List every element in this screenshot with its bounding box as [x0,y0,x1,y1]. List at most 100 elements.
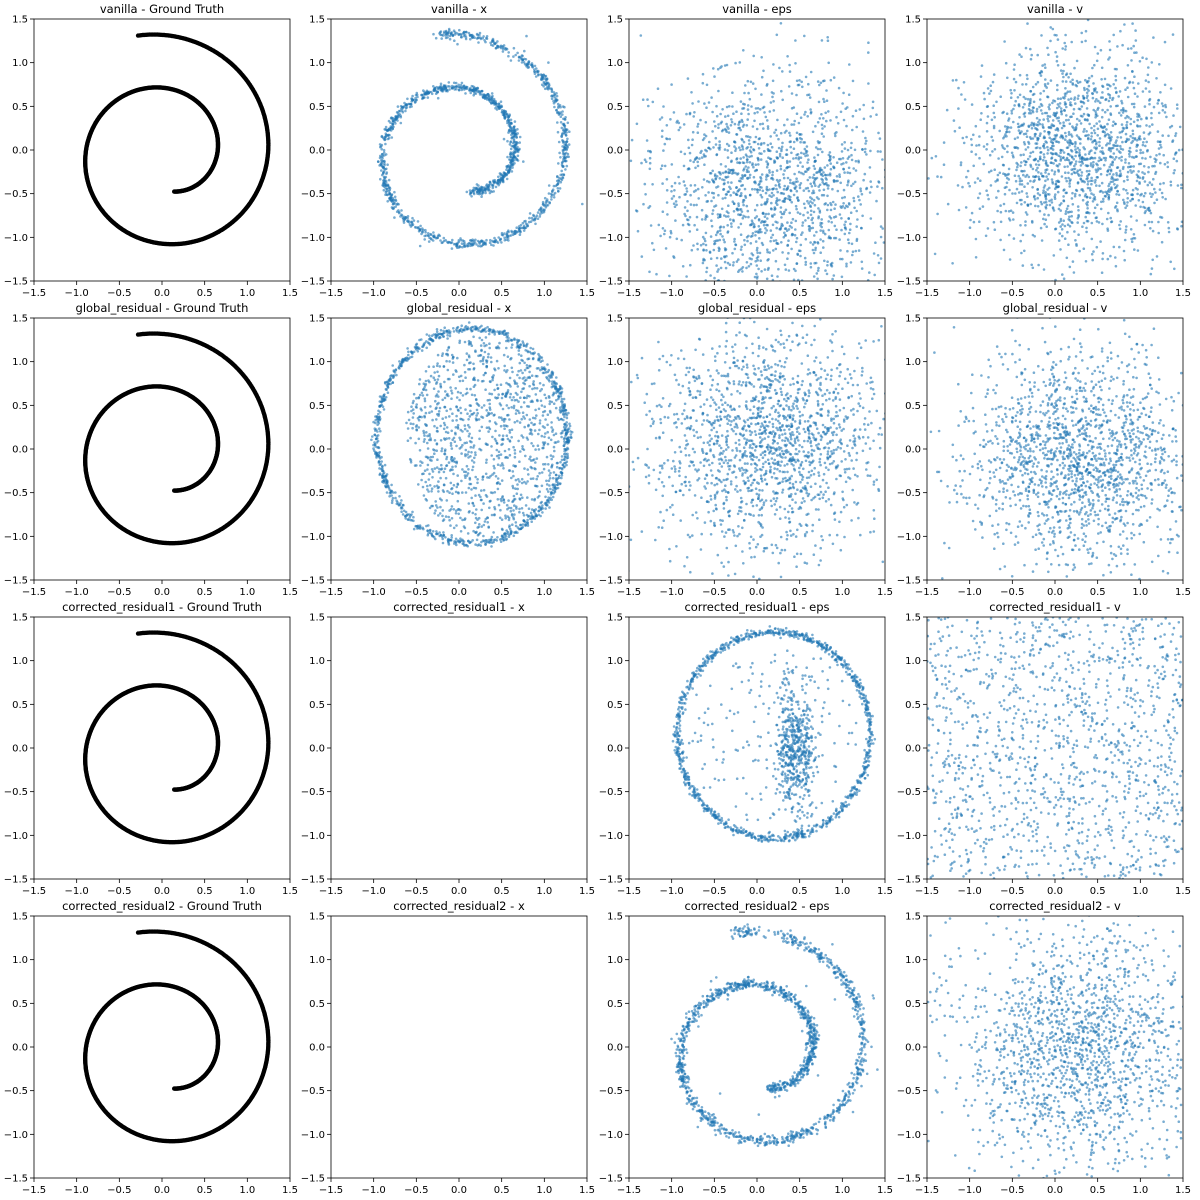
scatter-point [1090,176,1093,180]
x-tick-label: −1.0 [65,288,89,299]
scatter-point [842,188,846,192]
scatter-point [704,134,708,138]
scatter-point [509,163,513,167]
scatter-point [704,231,708,235]
scatter-point [1151,164,1154,168]
scatter-point [822,117,825,120]
scatter-point [434,92,438,95]
scatter-point [743,174,747,178]
scatter-point [703,133,706,136]
scatter-point [970,143,974,147]
scatter-point [1124,206,1127,210]
scatter-point [745,297,748,300]
scatter-point [831,200,835,204]
scatter-point [783,200,786,203]
scatter-point [683,193,686,196]
scatter-point [789,145,792,149]
scatter-point [894,268,897,271]
scatter-point [720,257,723,260]
scatter-point [1117,150,1121,153]
scatter-point [1186,58,1189,61]
scatter-point [444,239,448,242]
scatter-point [1129,117,1133,121]
scatter-point [1132,233,1136,236]
scatter-point [740,210,744,213]
scatter-point [820,177,823,181]
scatter-point [719,321,722,324]
scatter-point [1086,99,1090,102]
scatter-point [418,244,422,248]
scatter-point [550,195,553,198]
scatter-point [986,87,990,90]
scatter-point [814,184,817,187]
scatter-point [394,198,397,201]
scatter-point [857,159,860,163]
scatter-point [382,170,386,173]
scatter-point [1055,59,1059,63]
scatter-point [839,249,842,252]
scatter-point [1068,225,1072,228]
scatter-point [1038,146,1042,150]
scatter-point [726,125,729,128]
x-tick-label: 1.0 [834,288,850,299]
scatter-point [842,168,845,171]
scatter-point [698,157,701,160]
scatter-point [952,186,955,189]
scatter-point [722,225,725,229]
scatter-point [526,64,529,67]
scatter-point [860,267,864,270]
scatter-point [1064,87,1067,90]
scatter-point [406,220,410,223]
scatter-point [518,227,521,230]
scatter-point [1180,224,1183,228]
scatter-point [693,366,696,369]
scatter-point [433,235,436,239]
scatter-point [1046,46,1049,50]
scatter-point [553,191,557,195]
scatter-point [547,184,551,187]
scatter-point [670,163,674,166]
scatter-point [819,229,822,232]
scatter-point [473,241,477,244]
scatter-point [712,196,715,199]
scatter-point [733,237,736,241]
scatter-point [798,79,801,82]
scatter-point [1149,227,1152,230]
scatter-point [738,161,741,164]
scatter-point [1028,155,1032,158]
scatter-point [786,161,789,165]
scatter-point [778,295,781,298]
scatter-point [733,141,737,144]
scatter-point [489,238,492,242]
scatter-point [1104,195,1107,198]
scatter-point [1086,119,1089,122]
scatter-point [986,115,990,118]
scatter-point [797,170,801,174]
scatter-point [824,111,827,115]
scatter-point [493,101,497,104]
scatter-point [743,238,746,242]
scatter-point [547,61,550,64]
scatter-point [755,188,759,191]
scatter-point [1161,109,1165,112]
y-tick-label: −1.5 [301,277,325,288]
scatter-point [901,167,904,170]
scatter-point [777,137,780,141]
scatter-point [794,269,797,273]
scatter-point [1050,201,1054,204]
scatter-point [1012,237,1016,240]
x-tick-label: 0.0 [451,288,467,299]
scatter-point [851,253,854,257]
scatter-point [681,265,685,268]
scatter-point [509,140,513,143]
scatter-point [491,39,494,42]
scatter-point [760,142,763,145]
scatter-point [1086,94,1089,97]
scatter-point [746,146,749,149]
scatter-point [1037,120,1040,124]
scatter-point [758,251,762,255]
scatter-point [795,189,799,193]
scatter-point [875,113,878,116]
scatter-point [652,248,656,252]
scatter-point [502,137,506,141]
